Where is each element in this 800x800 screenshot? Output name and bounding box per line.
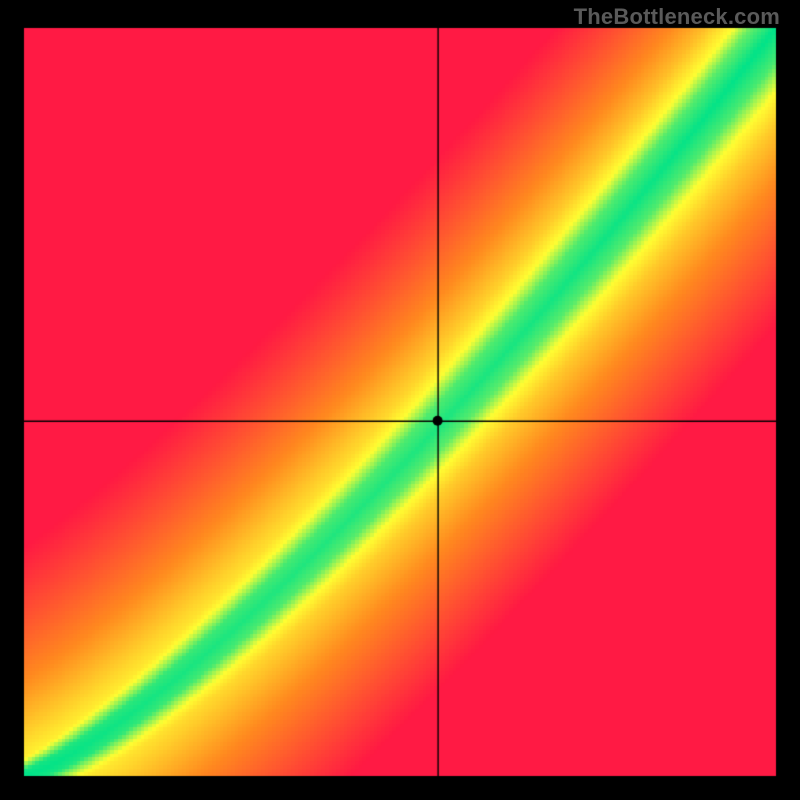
chart-container: TheBottleneck.com <box>0 0 800 800</box>
watermark-label: TheBottleneck.com <box>574 4 780 30</box>
bottleneck-heatmap <box>0 0 800 800</box>
